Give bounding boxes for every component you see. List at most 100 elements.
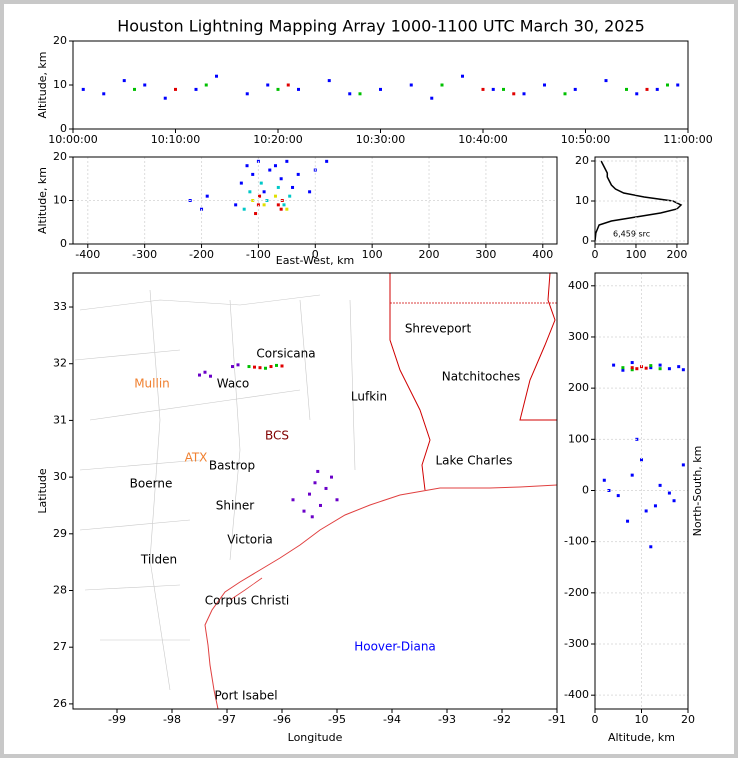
source-point — [649, 364, 653, 368]
source-point — [302, 509, 306, 513]
x-tick-label: 400 — [532, 248, 553, 261]
x-tick-label: 10:10:00 — [151, 133, 200, 146]
source-point — [325, 159, 329, 163]
x-axis-label: Altitude, km — [608, 731, 675, 744]
x-tick-label: 0 — [312, 248, 319, 261]
y-tick-label: -100 — [564, 535, 589, 548]
x-tick-label: -95 — [328, 713, 346, 726]
source-point — [658, 363, 662, 367]
x-tick-label: -400 — [75, 248, 100, 261]
source-point — [247, 365, 251, 369]
source-point — [204, 83, 208, 87]
y-tick-label: -400 — [564, 688, 589, 701]
source-point — [296, 172, 300, 176]
source-point — [310, 515, 314, 519]
plot-area — [595, 160, 683, 242]
source-point — [264, 366, 267, 370]
y-tick-label: 20 — [53, 34, 67, 47]
x-tick-label: 100 — [362, 248, 383, 261]
map-borders — [74, 272, 558, 710]
source-point — [256, 203, 260, 207]
city-label: Tilden — [140, 553, 177, 567]
source-point — [308, 190, 312, 194]
x-tick-label: -92 — [493, 713, 511, 726]
source-point — [573, 87, 577, 91]
axes-frame — [72, 156, 558, 245]
source-point — [258, 366, 262, 370]
x-tick-label: -300 — [132, 248, 157, 261]
axes-frame — [72, 40, 689, 130]
source-point — [630, 473, 634, 477]
source-point — [209, 374, 212, 378]
x-tick-label: -100 — [246, 248, 271, 261]
source-point — [203, 370, 207, 374]
y-axis-label: Altitude, km — [36, 51, 49, 118]
source-point — [275, 363, 278, 367]
source-point — [621, 368, 625, 372]
y-tick-label: 100 — [568, 432, 589, 445]
x-tick-label: 200 — [419, 248, 440, 261]
city-label: Corpus Christi — [205, 594, 290, 608]
source-point — [280, 364, 284, 368]
source-point — [635, 92, 639, 96]
source-point — [81, 87, 85, 91]
plot-area — [198, 363, 339, 519]
x-axis-label: East-West, km — [276, 254, 354, 267]
city-label: Shreveport — [405, 322, 472, 336]
source-point — [231, 365, 234, 369]
source-point — [440, 83, 444, 87]
axes-frame — [72, 272, 558, 710]
source-point — [122, 79, 126, 83]
source-point — [630, 361, 634, 365]
source-point — [327, 79, 331, 83]
source-point — [602, 478, 606, 482]
source-point — [644, 366, 648, 370]
y-tick-label: 10 — [53, 194, 67, 207]
source-point — [625, 87, 628, 91]
source-point — [658, 367, 662, 371]
x-axis-label: Longitude — [288, 731, 343, 744]
y-tick-label: 32 — [53, 357, 67, 370]
y-axis-label: Altitude, km — [36, 167, 49, 234]
source-point — [672, 499, 676, 503]
source-point — [254, 212, 258, 216]
source-point — [239, 181, 243, 185]
x-tick-label: -98 — [163, 713, 181, 726]
source-point — [234, 203, 238, 207]
y-tick-label: 20 — [575, 154, 589, 167]
source-point — [258, 194, 262, 198]
source-point — [630, 366, 634, 370]
source-point — [308, 492, 311, 496]
source-point — [163, 96, 167, 100]
y-tick-label: 27 — [53, 640, 67, 653]
x-tick-label: 0 — [592, 248, 599, 261]
source-point — [348, 92, 352, 96]
source-point — [649, 545, 653, 549]
source-point — [268, 168, 272, 172]
y-tick-label: 10 — [575, 194, 589, 207]
source-point — [316, 469, 320, 473]
source-point — [273, 194, 277, 198]
source-point — [286, 83, 290, 87]
source-point — [635, 367, 639, 371]
source-point — [324, 486, 328, 490]
y-tick-label: 28 — [53, 584, 67, 597]
city-label: BCS — [265, 429, 289, 443]
plot-area — [81, 74, 680, 100]
y-tick-label: 200 — [568, 381, 589, 394]
x-tick-label: 20 — [681, 713, 695, 726]
source-point — [313, 481, 317, 485]
source-point — [676, 83, 680, 87]
y-tick-label: 26 — [53, 697, 67, 710]
source-point — [649, 366, 653, 370]
y-axis-label: North-South, km — [691, 446, 704, 537]
source-point — [335, 498, 339, 502]
city-label: Hoover-Diana — [354, 640, 436, 654]
x-tick-label: -96 — [273, 713, 291, 726]
source-point — [667, 367, 671, 371]
source-point — [563, 92, 567, 96]
city-label: Lake Charles — [436, 454, 513, 468]
x-tick-label: -97 — [218, 713, 236, 726]
source-point — [502, 87, 505, 91]
city-label: Waco — [217, 377, 249, 391]
